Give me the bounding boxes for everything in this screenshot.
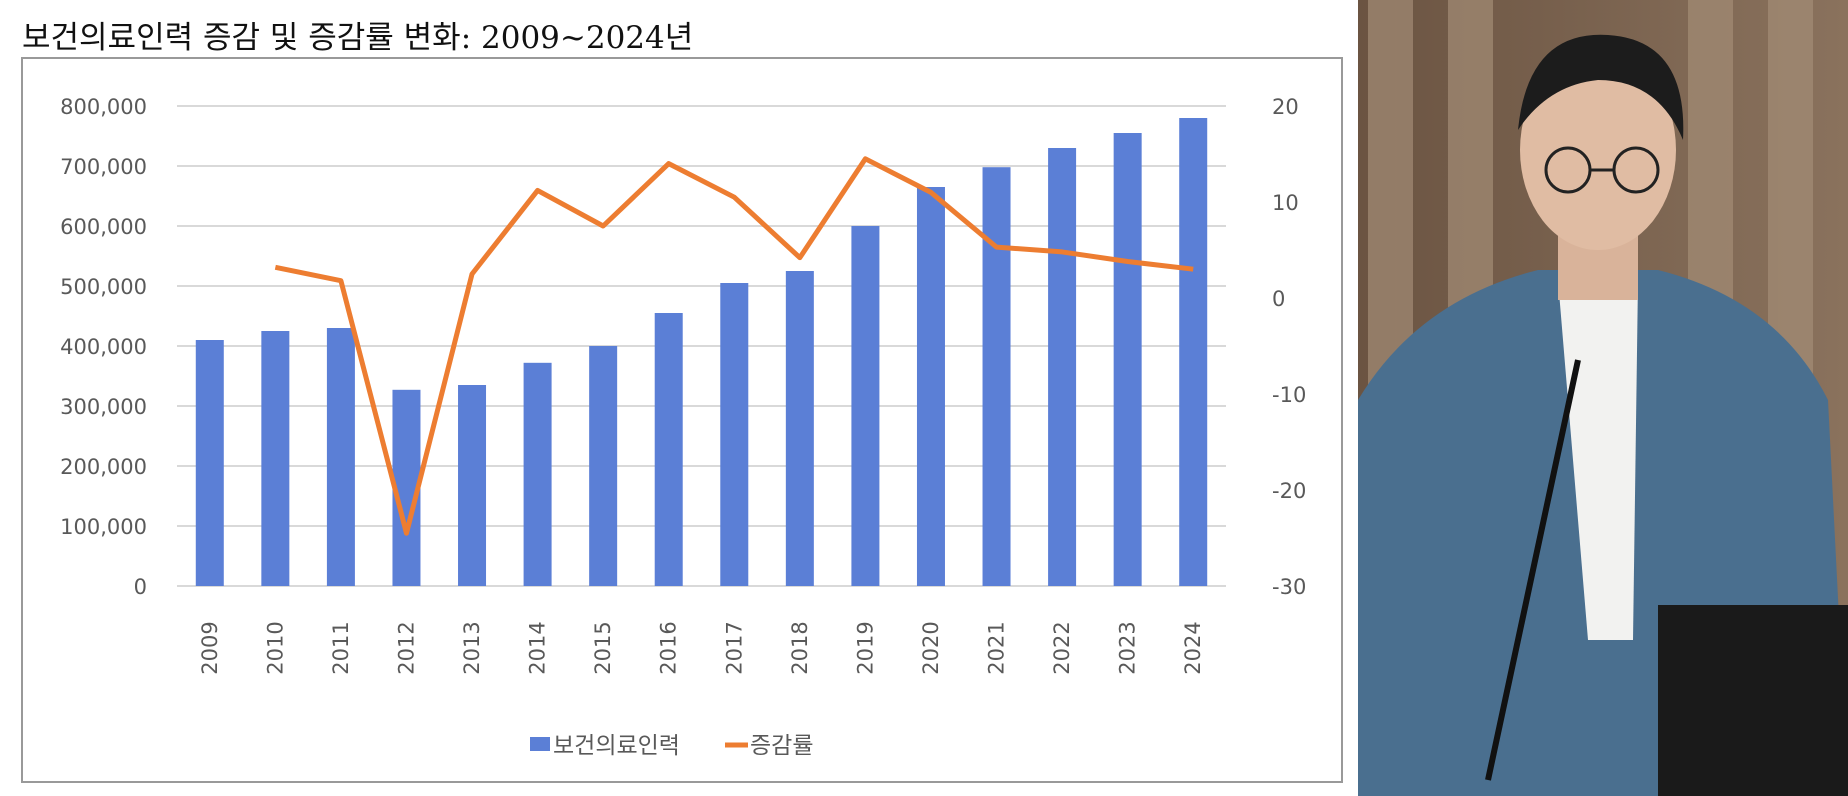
x-tick-label: 2016 [657, 621, 681, 674]
bar-2024 [1179, 118, 1208, 586]
legend-bar-swatch [530, 737, 550, 751]
left-tick-label: 100,000 [60, 515, 147, 539]
legend: 보건의료인력 증감률 [530, 733, 813, 759]
bar-2023 [1113, 133, 1142, 586]
bar-2013 [458, 385, 487, 586]
right-tick-label: 10 [1272, 191, 1299, 215]
x-tick-label: 2015 [591, 621, 615, 674]
left-axis-ticks: 0 100,000 200,000 300,000 400,000 500,000 600,… [60, 95, 147, 599]
left-tick-label: 600,000 [60, 215, 147, 239]
x-tick-label: 2010 [263, 621, 287, 674]
left-tick-label: 700,000 [60, 155, 147, 179]
left-tick-label: 500,000 [60, 275, 147, 299]
right-tick-label: 0 [1272, 287, 1285, 311]
x-tick-label: 2022 [1050, 621, 1074, 674]
legend-bar-label: 보건의료인력 [553, 733, 680, 759]
bar-2019 [851, 226, 880, 586]
x-tick-label: 2014 [526, 621, 550, 674]
left-tick-label: 200,000 [60, 455, 147, 479]
x-tick-label: 2023 [1116, 621, 1140, 674]
bar-2017 [720, 283, 749, 586]
speaker-photo [1358, 0, 1848, 796]
right-axis-ticks: -30 -20 -10 0 10 20 [1272, 95, 1306, 599]
x-tick-label: 2020 [919, 621, 943, 674]
bar-2018 [785, 271, 814, 586]
right-tick-label: -10 [1272, 383, 1306, 407]
x-tick-label: 2017 [722, 621, 746, 674]
x-tick-label: 2019 [853, 621, 877, 674]
bars [195, 118, 1208, 586]
bar-2022 [1048, 148, 1077, 586]
bar-2010 [261, 331, 290, 586]
rate-polyline [274, 156, 1194, 536]
x-tick-label: 2013 [460, 621, 484, 674]
right-tick-label: -30 [1272, 575, 1306, 599]
x-tick-label: 2009 [198, 621, 222, 674]
x-tick-label: 2012 [394, 621, 418, 674]
bar-2009 [195, 340, 224, 586]
x-tick-label: 2021 [985, 621, 1009, 674]
left-tick-label: 0 [134, 575, 147, 599]
x-axis-ticks: 2009 2010 2011 2012 2013 2014 2015 2016 2017 2018… [198, 621, 1205, 674]
x-tick-label: 2018 [788, 621, 812, 674]
legend-line-label: 증감률 [750, 733, 813, 759]
x-tick-label: 2024 [1181, 621, 1205, 674]
left-tick-label: 800,000 [60, 95, 147, 119]
bar-2016 [654, 313, 683, 586]
x-tick-label: 2011 [329, 621, 353, 674]
bar-2014 [523, 362, 552, 586]
right-tick-label: -20 [1272, 479, 1306, 503]
rate-line [274, 156, 1194, 536]
bar-2011 [326, 328, 355, 586]
bar-2020 [916, 187, 945, 586]
left-tick-label: 400,000 [60, 335, 147, 359]
right-tick-label: 20 [1272, 95, 1299, 119]
bar-2021 [982, 167, 1011, 586]
left-tick-label: 300,000 [60, 395, 147, 419]
bar-2015 [589, 346, 618, 586]
figure-title: 보건의료인력 증감 및 증감률 변화: 2009~2024년 [22, 20, 694, 56]
